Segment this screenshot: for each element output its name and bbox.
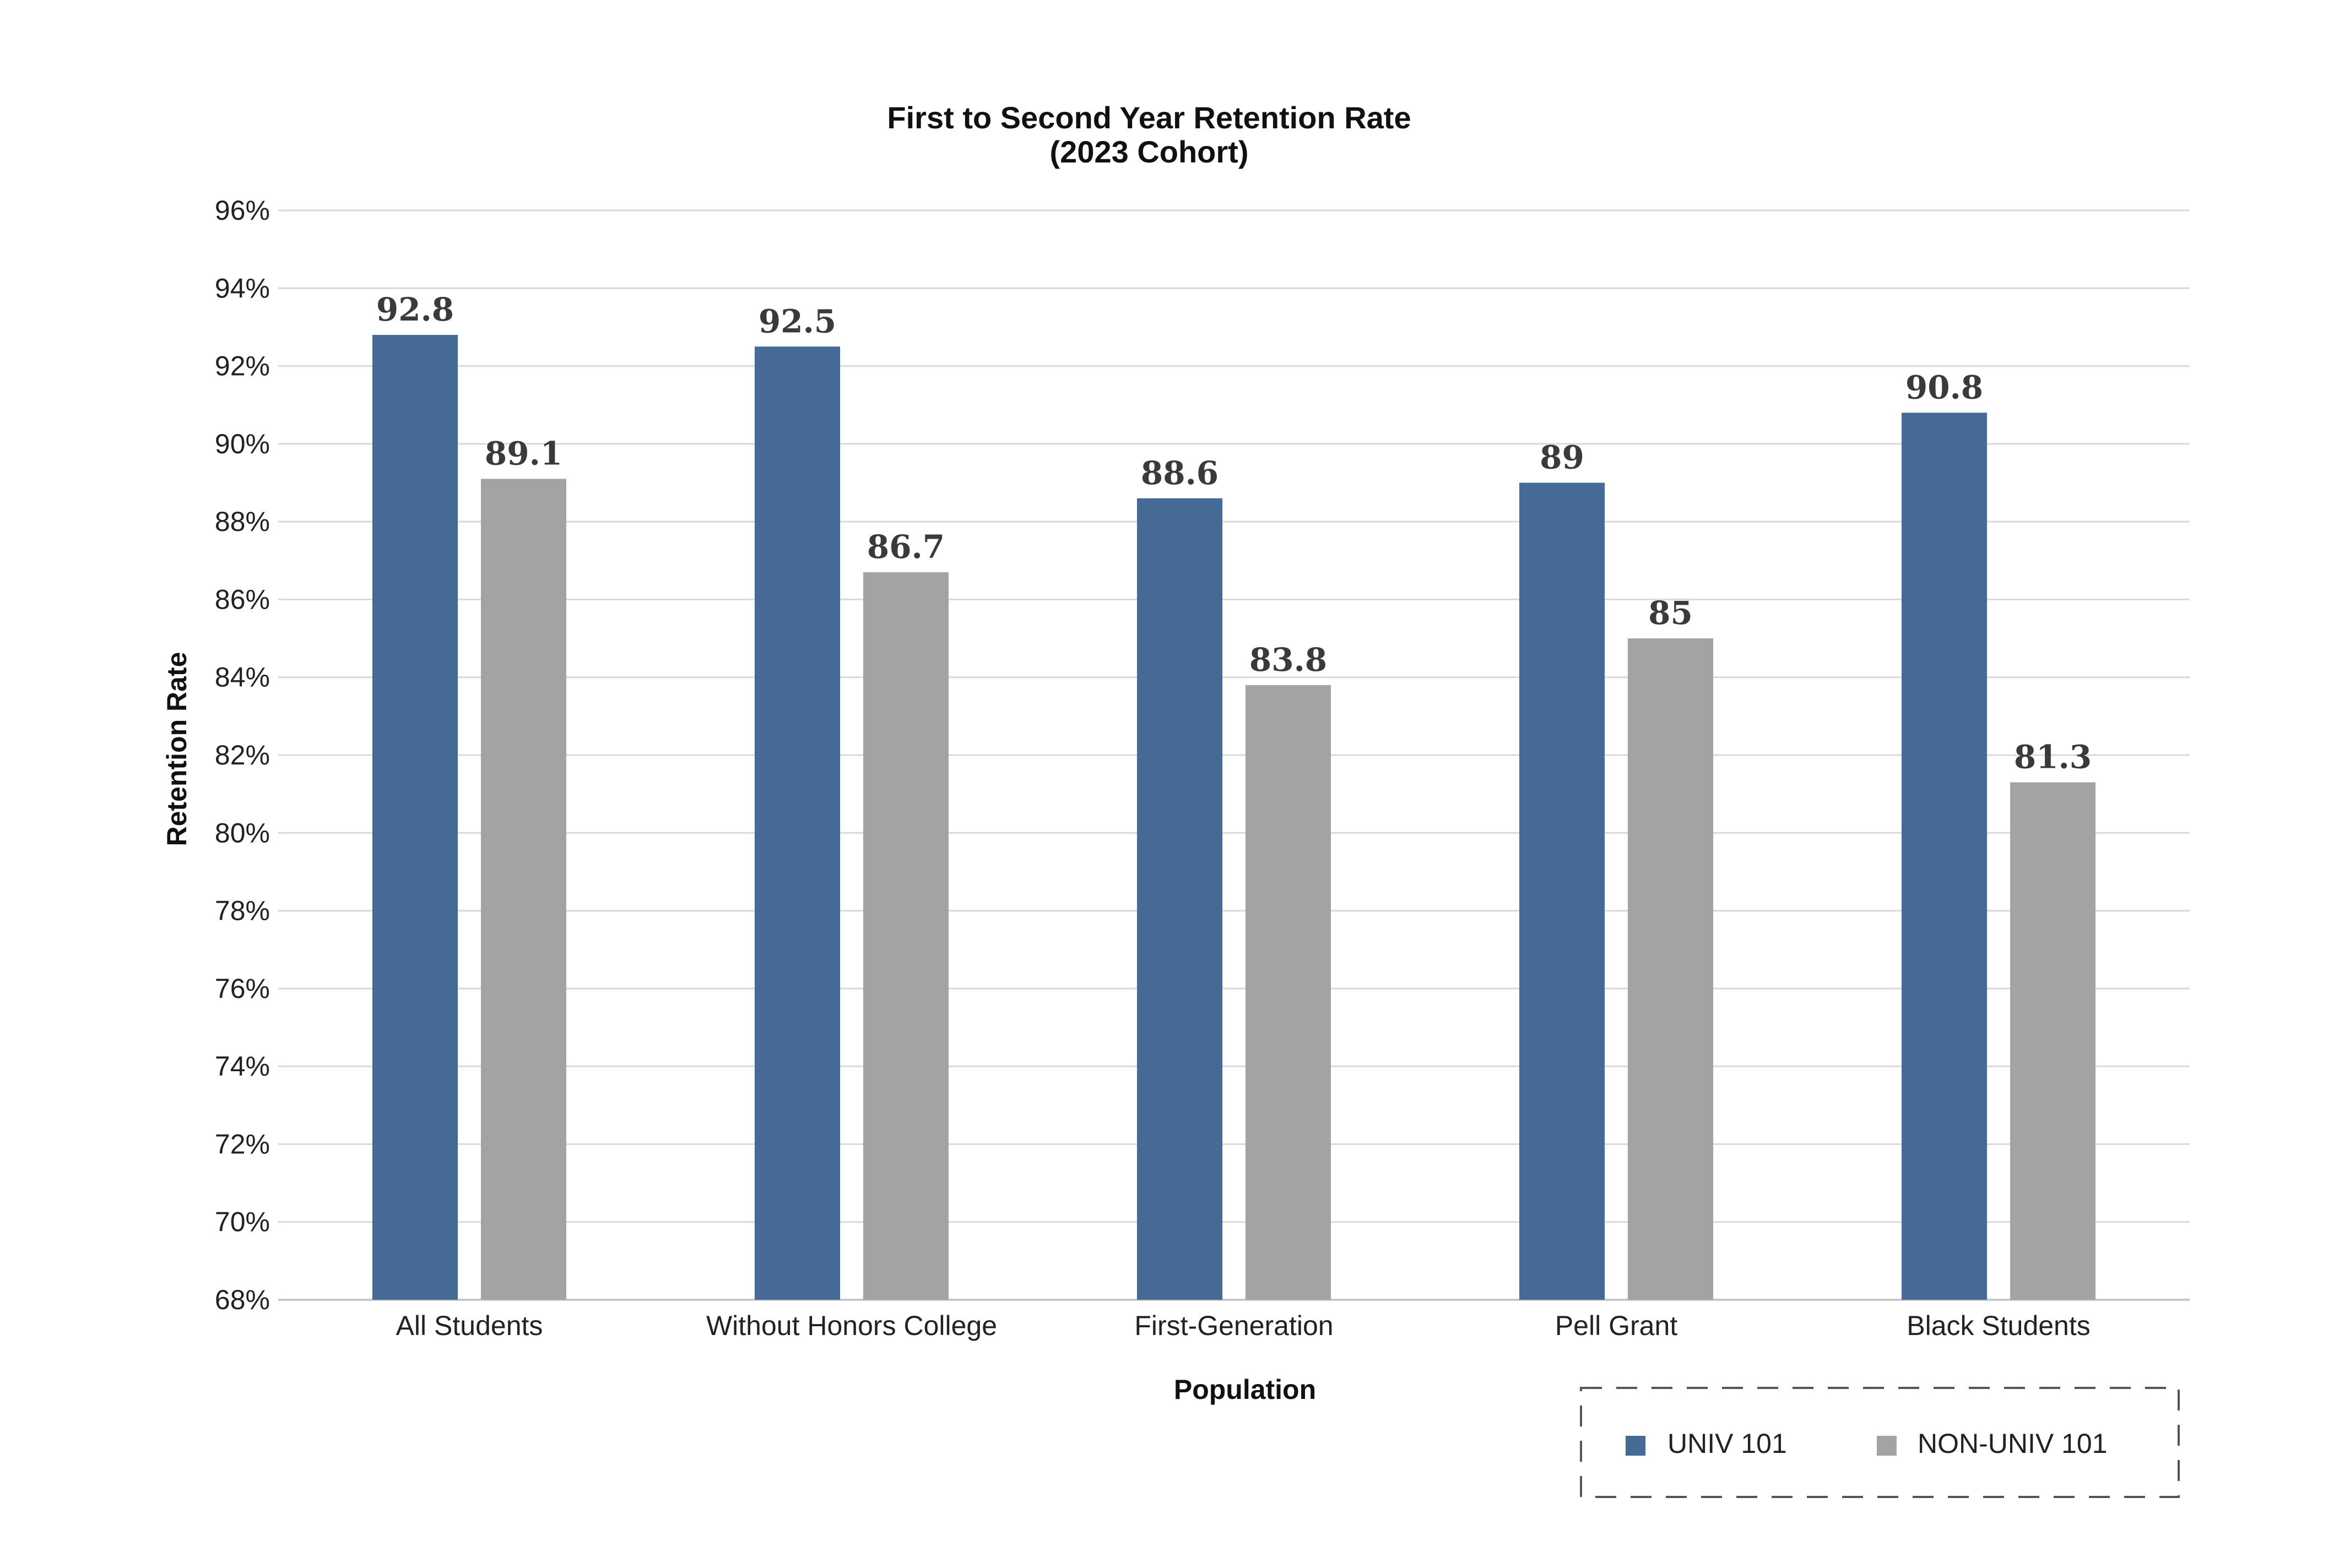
x-tick-label: All Students <box>396 1310 543 1341</box>
data-label: 92.8 <box>376 291 454 328</box>
chart-subtitle: (2023 Cohort) <box>1050 134 1249 169</box>
bar-non-univ-101 <box>1246 685 1331 1300</box>
y-tick-label: 80% <box>215 817 270 848</box>
y-axis-label: Retention Rate <box>161 652 192 847</box>
legend-swatch-univ-101 <box>1626 1436 1645 1456</box>
bar-univ-101 <box>1137 498 1222 1300</box>
y-tick-label: 68% <box>215 1284 270 1315</box>
legend: UNIV 101 NON-UNIV 101 <box>1580 1387 2180 1498</box>
data-label: 88.6 <box>1141 454 1219 492</box>
y-tick-label: 94% <box>215 273 270 303</box>
data-label: 89 <box>1540 439 1584 476</box>
axes: 68% 70% 72% 74% 76% 78% 80% 82% 84% 86% 88% 90% 92% 9… <box>215 195 2091 1341</box>
data-label: 85 <box>1648 594 1693 632</box>
data-label: 81.3 <box>2014 738 2092 775</box>
legend-label-univ-101: UNIV 101 <box>1667 1428 1787 1459</box>
chart-title: First to Second Year Retention Rate <box>887 100 1411 135</box>
y-tick-label: 78% <box>215 896 270 926</box>
bar-non-univ-101 <box>2010 782 2095 1300</box>
gridlines <box>278 209 2190 1301</box>
y-tick-label: 70% <box>215 1207 270 1238</box>
data-label: 83.8 <box>1249 641 1327 679</box>
legend-swatch-non-univ-101 <box>1877 1436 1897 1456</box>
y-tick-label: 86% <box>215 584 270 615</box>
x-tick-label: First-Generation <box>1134 1310 1333 1341</box>
bar-univ-101 <box>1519 482 1605 1300</box>
y-tick-label: 76% <box>215 973 270 1004</box>
data-label: 89.1 <box>485 435 562 472</box>
data-label: 86.7 <box>867 528 945 566</box>
y-tick-label: 74% <box>215 1051 270 1082</box>
x-tick-label: Without Honors College <box>706 1310 997 1341</box>
bars <box>372 335 2095 1300</box>
x-tick-label: Pell Grant <box>1555 1310 1677 1341</box>
data-label: 92.5 <box>759 302 836 340</box>
legend-border <box>1580 1387 2180 1498</box>
data-label: 90.8 <box>1905 368 1983 406</box>
bar-non-univ-101 <box>1628 638 1713 1300</box>
y-tick-label: 84% <box>215 662 270 693</box>
bar-univ-101 <box>1902 413 1987 1300</box>
bar-non-univ-101 <box>481 479 566 1300</box>
y-tick-label: 82% <box>215 740 270 771</box>
bar-univ-101 <box>755 346 840 1300</box>
bar-univ-101 <box>372 335 458 1300</box>
y-tick-label: 92% <box>215 351 270 382</box>
y-tick-label: 88% <box>215 506 270 537</box>
x-tick-label: Black Students <box>1907 1310 2091 1341</box>
legend-label-non-univ-101: NON-UNIV 101 <box>1918 1428 2108 1459</box>
y-tick-label: 96% <box>215 195 270 226</box>
y-tick-label: 72% <box>215 1128 270 1159</box>
y-tick-label: 90% <box>215 428 270 459</box>
bar-non-univ-101 <box>863 572 949 1300</box>
x-axis-label: Population <box>1174 1374 1316 1405</box>
data-labels: 92.8 89.1 92.5 86.7 88.6 83.8 89 85 90.8 81.3 <box>376 291 2092 775</box>
